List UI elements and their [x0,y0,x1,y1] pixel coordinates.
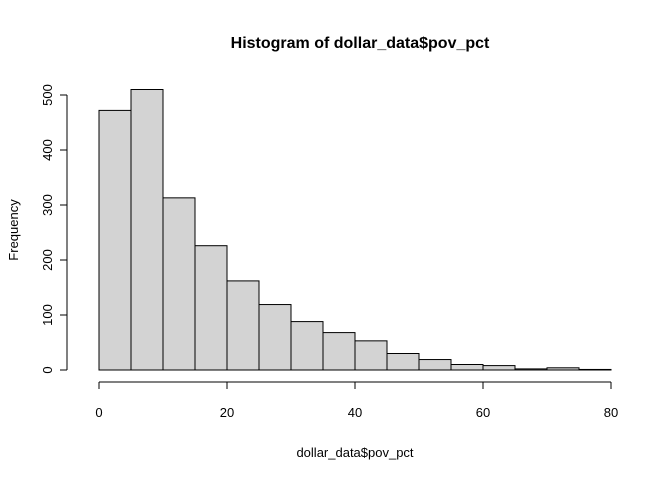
y-tick-label: 200 [40,249,55,271]
bars-group [98,89,612,371]
histogram-bar [546,367,580,371]
x-tick-label: 60 [476,405,490,420]
histogram-bar [450,364,484,371]
histogram-bar [226,280,260,371]
histogram-bar [258,304,292,371]
x-tick-label: 20 [220,405,234,420]
y-tick-label: 300 [40,194,55,216]
histogram-bar [418,359,452,371]
x-axis-label: dollar_data$pov_pct [296,445,413,460]
x-tick-label: 0 [95,405,102,420]
histogram-bar [98,109,132,371]
y-axis: 0 100 200 300 400 500 [40,84,68,374]
histogram-bar [354,340,388,371]
y-axis-label: Frequency [6,199,21,261]
histogram-bar [514,368,548,371]
histogram-bar [194,245,228,371]
y-tick-label: 100 [40,304,55,326]
histogram-bar [578,368,612,371]
histogram-bar [482,365,516,371]
chart-title: Histogram of dollar_data$pov_pct [231,35,490,52]
x-tick-label: 80 [604,405,618,420]
x-axis: 0 20 40 60 80 [95,381,618,420]
histogram-bar [322,332,356,371]
histogram-bar [162,197,196,371]
x-tick-label: 40 [348,405,362,420]
y-tick-label: 400 [40,139,55,161]
histogram-bar [290,321,324,371]
histogram-bar [130,89,164,371]
y-tick-label: 500 [40,84,55,106]
y-tick-label: 0 [40,366,55,373]
histogram-bar [386,353,420,371]
